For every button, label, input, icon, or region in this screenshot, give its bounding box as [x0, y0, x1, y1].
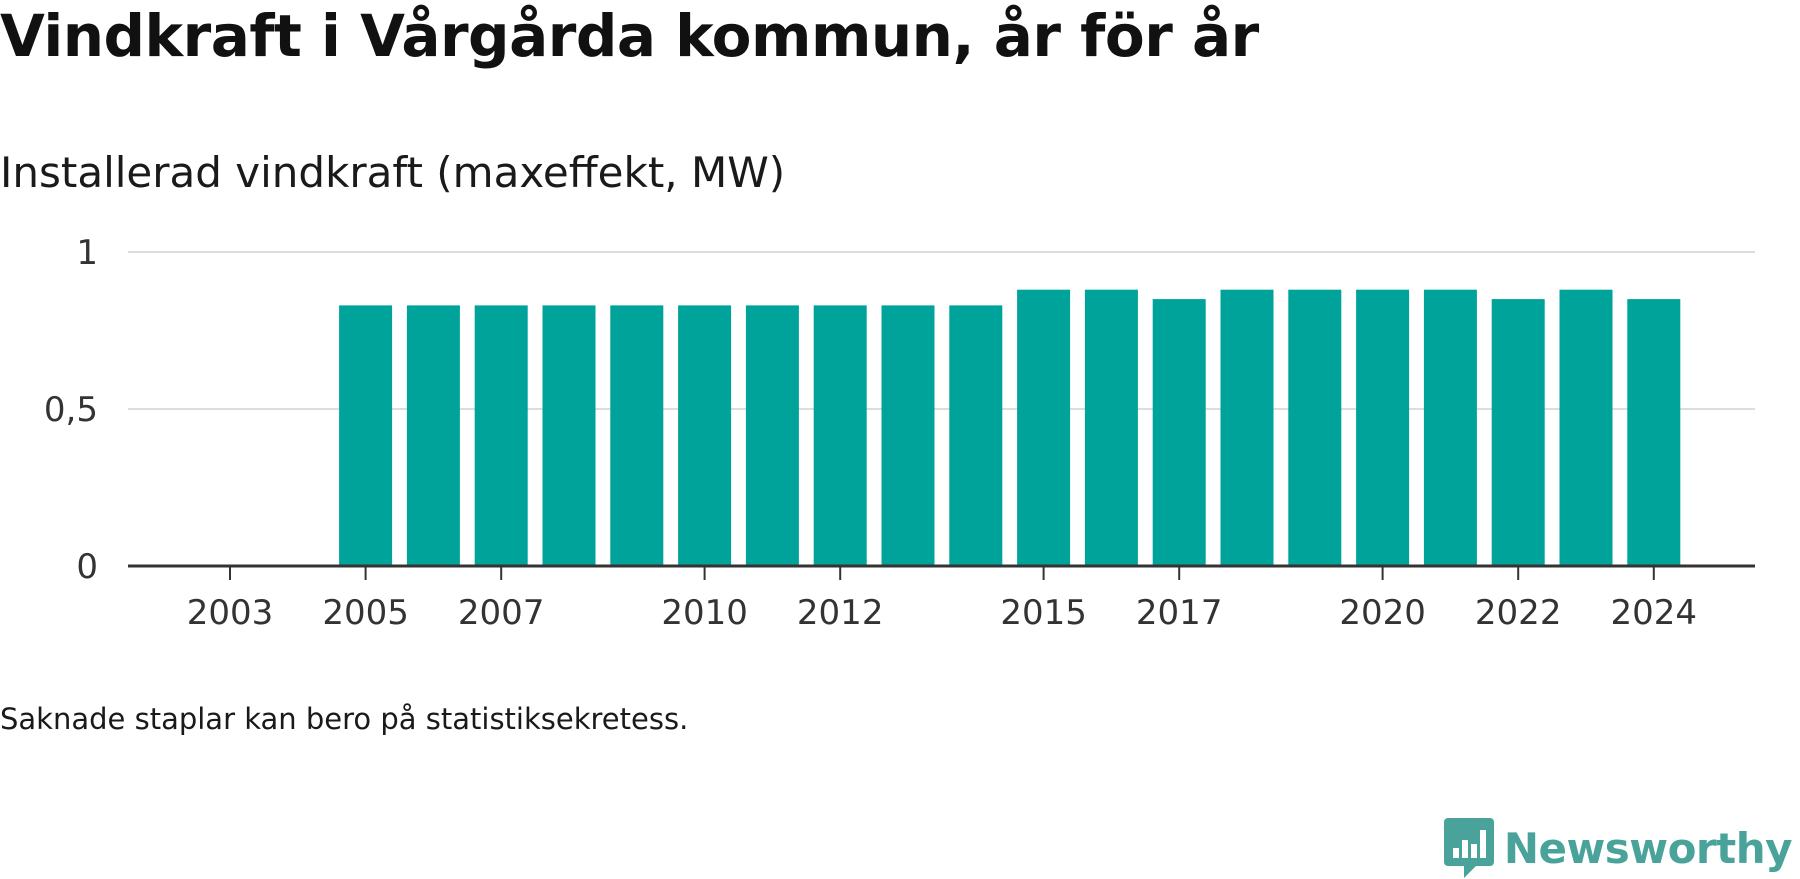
bar: [678, 305, 732, 566]
bar: [1288, 289, 1342, 566]
y-tick-label: 1: [76, 233, 98, 273]
x-tick-label: 2024: [1611, 593, 1698, 633]
axes: [128, 564, 1755, 580]
bar: [1152, 299, 1206, 566]
bar: [406, 305, 460, 566]
bar: [1491, 299, 1545, 566]
chart-subtitle: Installerad vindkraft (maxeffekt, MW): [0, 148, 786, 197]
y-tick-label: 0: [76, 547, 98, 587]
bar: [1423, 289, 1477, 566]
x-tick-label: 2007: [458, 593, 545, 633]
x-tick-label: 2020: [1339, 593, 1426, 633]
bars: [339, 289, 1681, 566]
bar: [1017, 289, 1071, 566]
x-tick-label: 2017: [1136, 593, 1223, 633]
x-tick-label: 2015: [1000, 593, 1087, 633]
bar: [339, 305, 393, 566]
tick-labels: 0 0,5 1 2003 2005 2007 2010 2012 2015 2017 2020 202…: [44, 233, 1697, 633]
bar: [813, 305, 867, 566]
bar: [610, 305, 664, 566]
y-tick-label: 0,5: [44, 390, 98, 430]
x-tick-label: 2010: [661, 593, 748, 633]
bar: [1220, 289, 1274, 566]
gridlines: [128, 251, 1755, 410]
chart-title: Vindkraft i Vårgårda kommun, år för år: [0, 2, 1259, 70]
x-tick-label: 2022: [1475, 593, 1562, 633]
footnote: Saknade staplar kan bero på statistiksek…: [0, 702, 689, 736]
bar: [1559, 289, 1613, 566]
brand-logo: Newsworthy: [1443, 818, 1793, 878]
x-tick-label: 2005: [322, 593, 409, 633]
bar-chart-speech-bubble-icon: [1443, 818, 1494, 878]
bar: [881, 305, 935, 566]
bar: [949, 305, 1003, 566]
bar: [1627, 299, 1681, 566]
x-tick-label: 2012: [797, 593, 884, 633]
bar: [1084, 289, 1138, 566]
bar: [474, 305, 528, 566]
brand-name: Newsworthy: [1503, 823, 1793, 873]
bar: [745, 305, 799, 566]
bar-chart: 0 0,5 1 2003 2005 2007 2010 2012 2015 2017 2020 202…: [44, 233, 1755, 633]
bar: [542, 305, 596, 566]
bar: [1356, 289, 1410, 566]
x-tick-label: 2003: [187, 593, 274, 633]
